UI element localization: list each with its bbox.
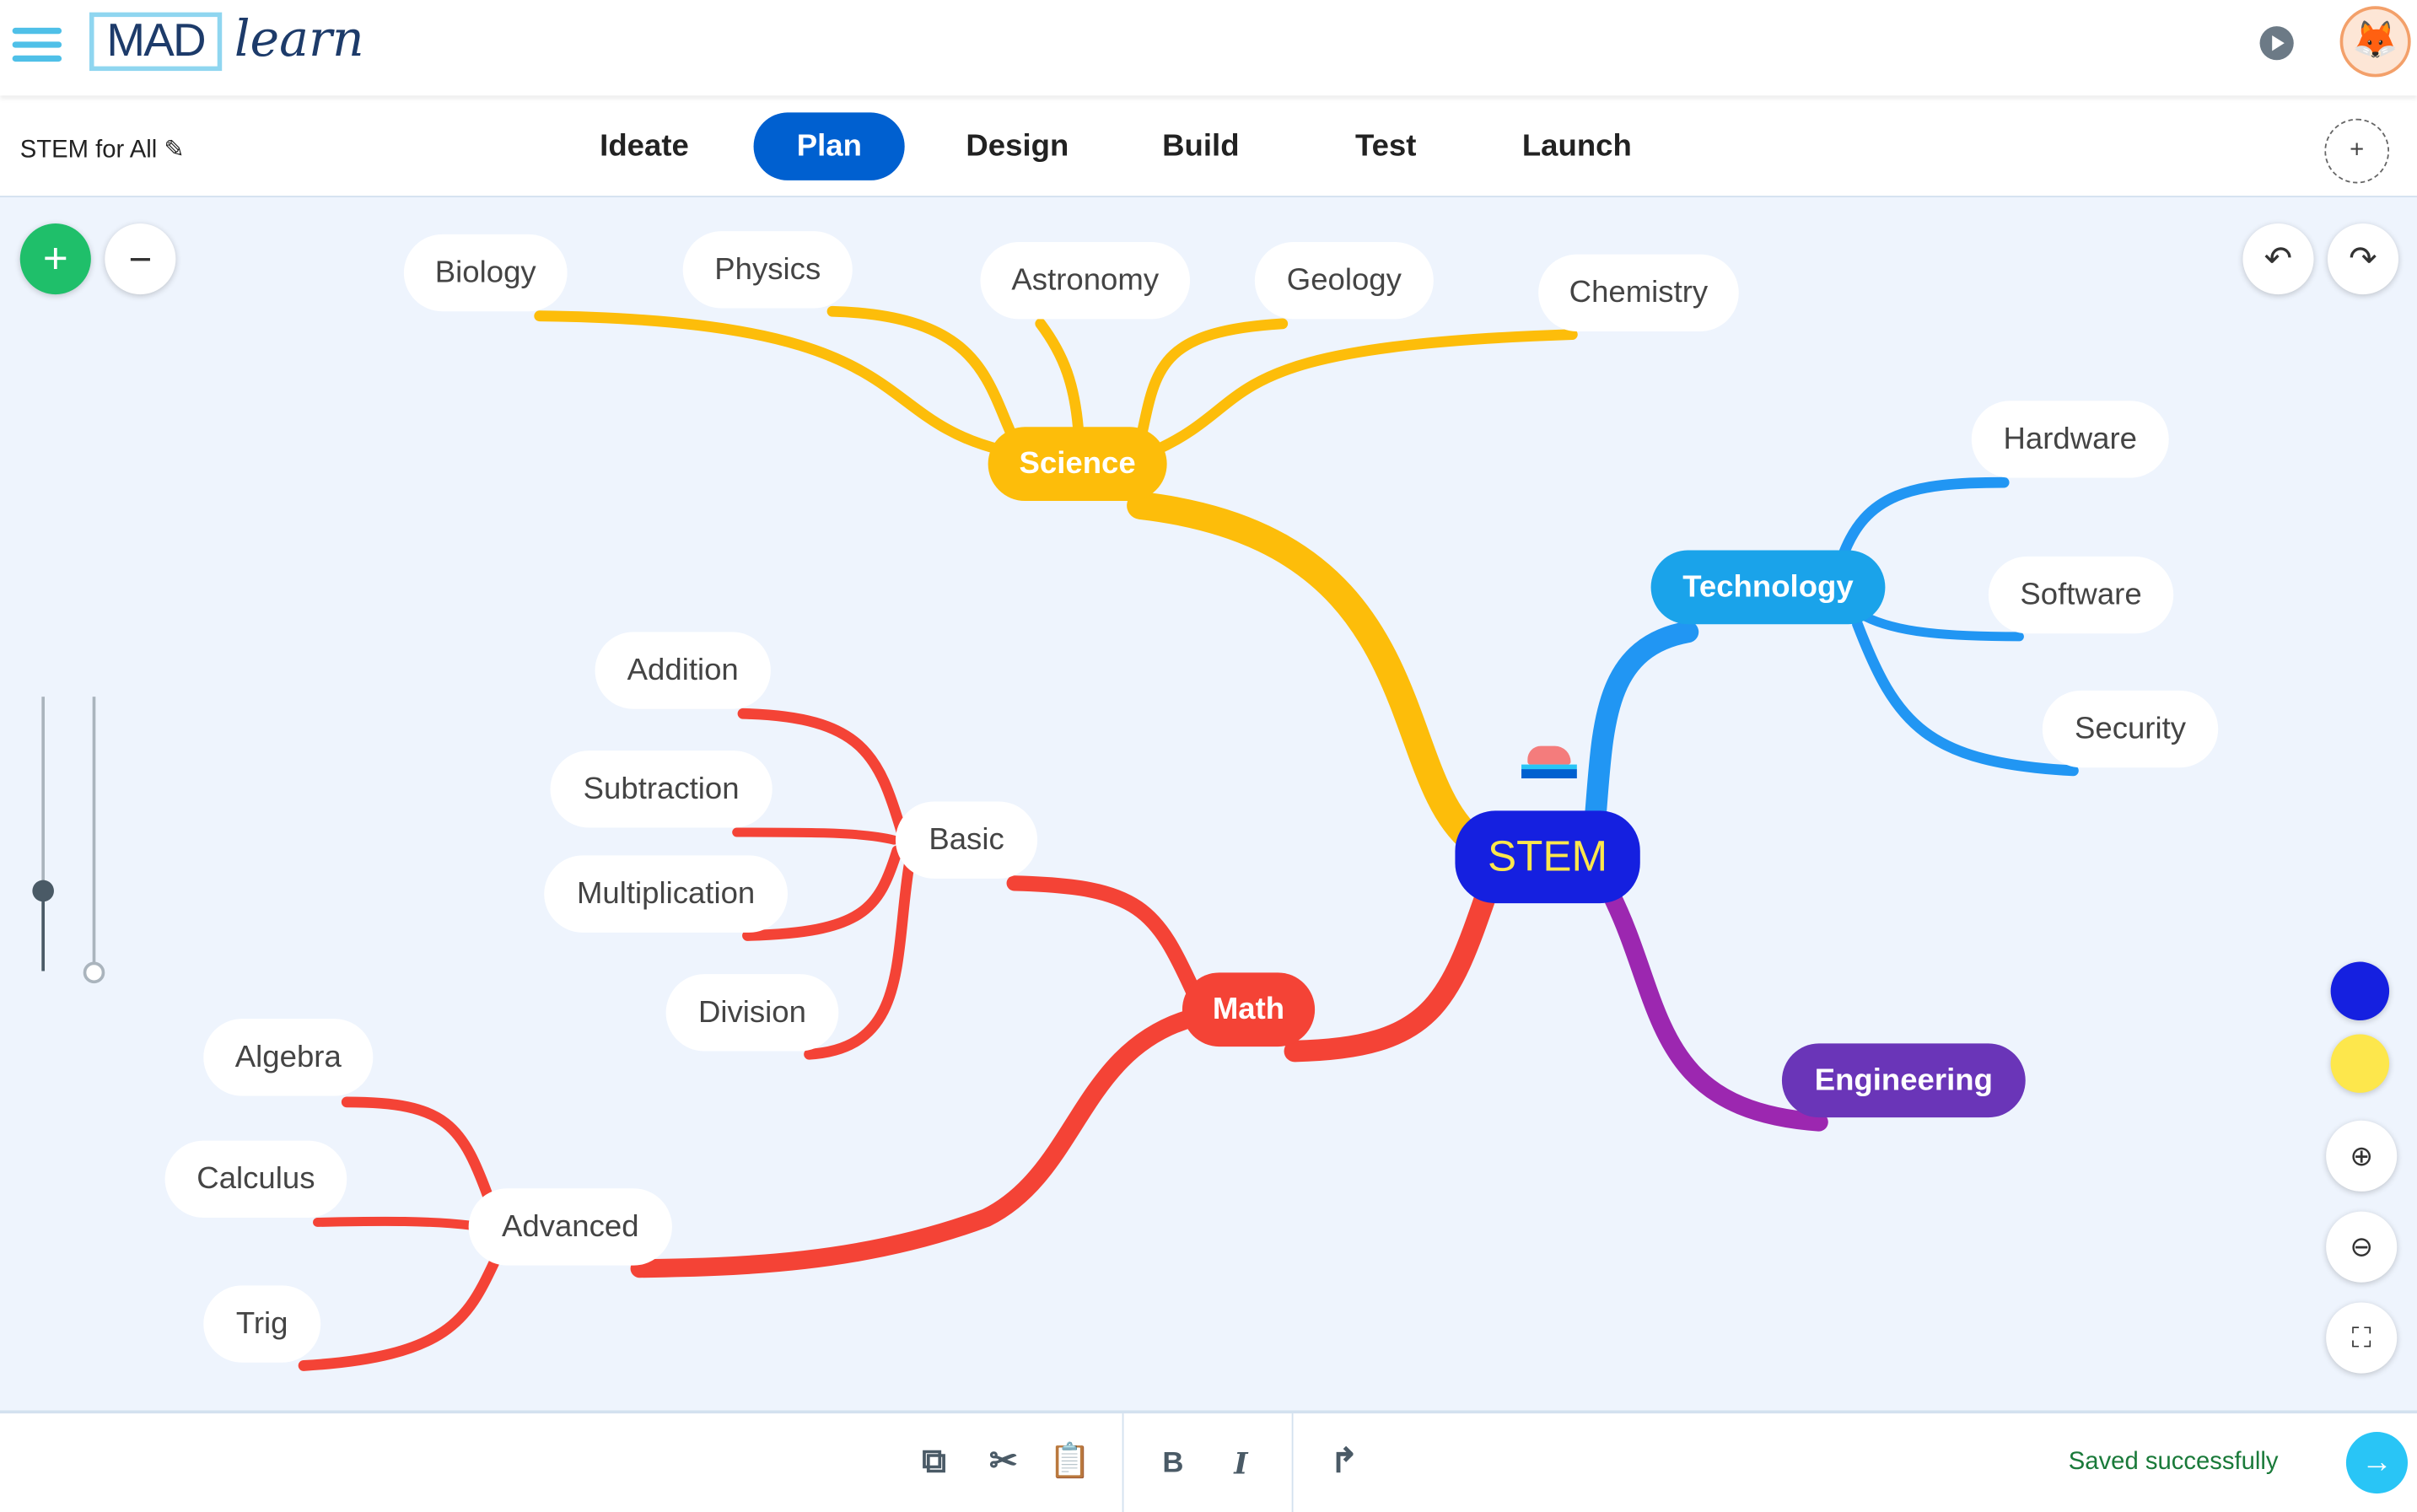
plus-icon[interactable]: + — [2324, 118, 2390, 184]
branch — [1127, 492, 1486, 854]
branch — [1860, 611, 2024, 642]
tab-test[interactable]: Test — [1354, 129, 1417, 164]
color-swatch-yellow[interactable] — [2330, 1034, 2390, 1093]
slider-handle-2[interactable] — [83, 961, 105, 984]
branch — [313, 1216, 475, 1230]
nodes: Biology Physics Astronomy Geology Chemis… — [0, 197, 2417, 1410]
branch — [1006, 875, 1203, 1003]
add-node-button[interactable]: + — [19, 223, 91, 295]
node-multiplication[interactable]: Multiplication — [544, 855, 789, 933]
stage-toolbar: STEM for All ✎ Ideate Plan Design Build … — [0, 97, 2417, 199]
tab-design[interactable]: Design — [966, 129, 1069, 164]
node-addition[interactable]: Addition — [595, 632, 771, 709]
tab-launch[interactable]: Launch — [1521, 129, 1632, 164]
hamburger-line — [12, 41, 62, 48]
branch — [826, 305, 1023, 453]
node-math[interactable]: Math — [1182, 972, 1316, 1047]
bottom-toolbar: ⧉ ✂ 📋 B I ↱ Saved successfully → — [0, 1410, 2417, 1512]
node-basic[interactable]: Basic — [895, 801, 1038, 879]
branch — [1150, 329, 1578, 456]
zoom-in-icon[interactable]: ⊕ — [2326, 1120, 2398, 1192]
divider — [1291, 1413, 1294, 1512]
save-status: Saved successfully — [2068, 1449, 2279, 1476]
redo-icon[interactable]: ↱ — [1329, 1440, 1359, 1480]
engineering-branch — [1601, 885, 1828, 1132]
node-astronomy[interactable]: Astronomy — [980, 241, 1191, 320]
branch — [732, 827, 899, 845]
project-title[interactable]: STEM for All ✎ — [20, 134, 185, 165]
branches — [298, 305, 2079, 1371]
tab-ideate[interactable]: Ideate — [600, 129, 689, 164]
tab-plan[interactable]: Plan — [753, 112, 906, 180]
node-security[interactable]: Security — [2042, 690, 2219, 768]
project-title-text: STEM for All — [19, 137, 158, 164]
branch — [737, 708, 907, 838]
node-trig[interactable]: Trig — [203, 1285, 321, 1363]
arrow-right-icon[interactable]: → — [2345, 1432, 2409, 1494]
copy-icon[interactable]: ⧉ — [922, 1440, 947, 1480]
undo-icon[interactable]: ↶ — [2242, 223, 2314, 295]
node-advanced[interactable]: Advanced — [468, 1188, 672, 1266]
pencil-icon[interactable]: ✎ — [164, 137, 185, 164]
logo[interactable]: MAD — [89, 12, 223, 72]
hamburger-icon — [12, 27, 62, 35]
divider — [1122, 1413, 1124, 1512]
branch — [1836, 476, 2010, 564]
cat-sticker-icon[interactable] — [1521, 745, 1577, 780]
mind-map-canvas[interactable]: Biology Physics Astronomy Geology Chemis… — [0, 196, 2417, 1411]
logo-script: learn — [234, 8, 364, 68]
node-biology[interactable]: Biology — [403, 234, 568, 312]
node-subtraction[interactable]: Subtraction — [550, 751, 772, 828]
node-technology[interactable]: Technology — [1650, 550, 1886, 625]
italic-icon[interactable]: I — [1234, 1447, 1248, 1482]
branch — [1035, 318, 1085, 445]
slider-track[interactable] — [41, 697, 46, 971]
zoom-out-icon[interactable]: ⊖ — [2326, 1211, 2398, 1283]
node-algebra[interactable]: Algebra — [203, 1019, 374, 1096]
node-chemistry[interactable]: Chemistry — [1538, 254, 1739, 331]
branch — [534, 310, 1008, 456]
fit-screen-icon[interactable]: ⛶ — [2326, 1302, 2398, 1374]
hamburger-line — [12, 55, 62, 62]
avatar[interactable]: 🦊 — [2339, 6, 2411, 78]
branch — [630, 1008, 1204, 1278]
node-stem[interactable]: STEM — [1455, 810, 1640, 904]
node-geology[interactable]: Geology — [1254, 241, 1434, 320]
node-hardware[interactable]: Hardware — [1971, 401, 2169, 478]
redo-button-icon[interactable]: ↷ — [2327, 223, 2399, 295]
slider-handle[interactable] — [32, 880, 54, 902]
node-division[interactable]: Division — [665, 974, 839, 1052]
paste-icon[interactable]: 📋 — [1048, 1440, 1091, 1480]
node-engineering[interactable]: Engineering — [1781, 1043, 2026, 1118]
node-calculus[interactable]: Calculus — [164, 1140, 347, 1218]
slider-track-2[interactable] — [92, 697, 96, 971]
remove-node-button[interactable]: − — [105, 223, 176, 295]
node-software[interactable]: Software — [1988, 556, 2174, 634]
branch — [742, 845, 903, 941]
branch — [804, 858, 915, 1060]
branch — [298, 1243, 507, 1371]
app-header: MAD learn 🦊 — [0, 0, 2417, 96]
node-science[interactable]: Science — [988, 427, 1167, 502]
branch — [1135, 318, 1289, 445]
science-branches — [534, 305, 1578, 854]
color-swatch-blue[interactable] — [2330, 961, 2390, 1021]
technology-branches — [1584, 476, 2079, 828]
bold-icon[interactable]: B — [1162, 1447, 1184, 1480]
tab-build[interactable]: Build — [1162, 129, 1240, 164]
node-physics[interactable]: Physics — [682, 231, 853, 309]
play-icon[interactable] — [2259, 26, 2294, 61]
slider-fill — [41, 891, 46, 971]
branch — [1852, 618, 2079, 777]
math-branches — [298, 708, 1499, 1371]
branch — [341, 1096, 496, 1208]
branch — [1584, 621, 1699, 828]
branch — [1284, 880, 1499, 1063]
cut-icon[interactable]: ✂ — [989, 1440, 1018, 1480]
